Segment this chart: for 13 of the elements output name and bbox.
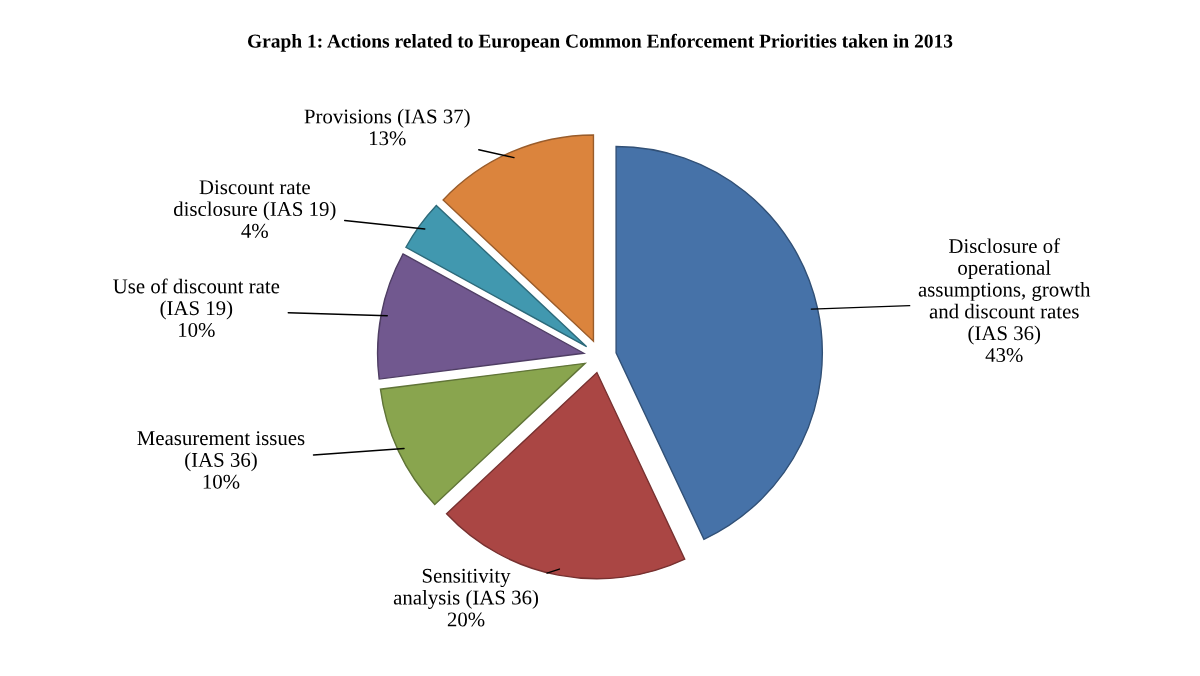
chart-title: Graph 1: Actions related to European Common Enforcement Priorities taken in 2013 [247, 33, 953, 52]
slice-label: Provisions (IAS 37) [304, 108, 470, 128]
slice-label: Use of discount rate (IAS 19) [113, 278, 280, 320]
data-label: 10% [203, 474, 240, 489]
data-label: 4% [241, 223, 268, 238]
slice-label: Measurement issues (IAS 36) [137, 431, 305, 472]
data-label: 43% [985, 347, 1023, 363]
slice-label: Discount rate disclosure (IAS 19) [173, 180, 336, 221]
slice-label: Sensitivity analysis (IAS 36) [393, 568, 539, 609]
data-label: 20% [447, 612, 485, 627]
data-label: 13% [369, 131, 406, 146]
data-label: 10% [179, 322, 215, 338]
slice-label: Disclosure of operational assumptions, growth and discount rates (IAS 36) [918, 238, 1091, 345]
